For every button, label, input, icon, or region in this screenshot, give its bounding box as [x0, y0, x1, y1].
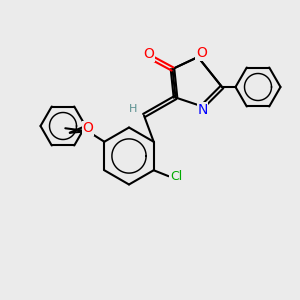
Text: N: N: [197, 103, 208, 117]
Text: O: O: [143, 47, 154, 61]
Text: O: O: [82, 121, 93, 135]
Text: O: O: [196, 46, 207, 60]
Text: H: H: [129, 104, 138, 115]
Text: Cl: Cl: [170, 170, 182, 183]
